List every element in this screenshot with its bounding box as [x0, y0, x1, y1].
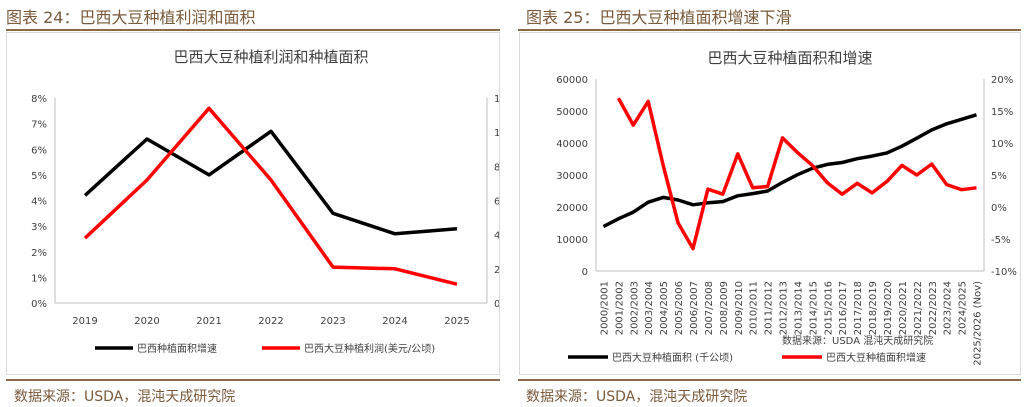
right-series-line-2 — [616, 97, 977, 251]
right-y-left-tick-label: 30000 — [556, 171, 588, 182]
left-y-left-tick-label: 3% — [31, 222, 47, 233]
left-chart-title: 巴西大豆种植利润和种植面积 — [173, 48, 368, 66]
right-series-line-1 — [602, 113, 978, 229]
left-y-right-tick-label: 600 — [494, 197, 499, 208]
right-x-tick-label: 2012/2013 — [779, 281, 790, 335]
left-y-left-tick-label: 6% — [31, 145, 47, 156]
right-y-left-tick-label: 60000 — [556, 75, 588, 86]
right-x-tick-label: 2021/2022 — [913, 281, 924, 335]
right-x-tick-label: 2011/2012 — [764, 281, 775, 335]
left-title-rule — [6, 29, 500, 31]
left-legend-label-1: 巴西种植面积增速 — [137, 342, 217, 355]
right-x-tick-label: 2013/2014 — [793, 281, 804, 335]
right-y-right-tick-label: 5% — [991, 171, 1007, 182]
right-legend-label-1: 巴西大豆种植面积 (千公顷) — [612, 351, 733, 364]
right-y-left-tick-label: 0 — [582, 267, 588, 278]
right-x-tick-label: 2000/2001 — [599, 281, 610, 335]
right-y-left-tick-label: 20000 — [556, 203, 588, 214]
right-chart-title: 巴西大豆种植面积和增速 — [707, 49, 872, 67]
right-y-right-tick-label: 15% — [991, 107, 1013, 118]
left-y-left-tick-label: 1% — [31, 273, 47, 284]
left-y-left-tick-label: 8% — [31, 94, 47, 105]
right-chart-annotation: 数据来源：USDA 混沌天成研究院 — [782, 334, 933, 347]
right-x-tick-label: 2015/2016 — [823, 281, 834, 335]
right-x-tick-label: 2002/2003 — [629, 281, 640, 335]
right-y-right-tick-label: 10% — [991, 139, 1013, 150]
left-x-tick-label: 2024 — [382, 316, 407, 327]
right-source-rule — [518, 379, 1021, 381]
left-x-tick-label: 2022 — [258, 316, 283, 327]
left-series-line-2 — [83, 106, 458, 286]
right-x-tick-label: 2005/2006 — [674, 281, 685, 335]
left-y-right-tick-label: 200 — [494, 265, 499, 276]
right-x-tick-label: 2018/2019 — [868, 281, 879, 335]
right-x-tick-label: 2024/2025 — [958, 281, 969, 335]
right-y-right-tick-label: 0% — [991, 203, 1007, 214]
left-chart-panel: 巴西大豆种植利润和种植面积 0% 1% 2% 3% 4% 5% 6% 7% 8% 0 200 400 60… — [6, 32, 519, 375]
right-source-note: 数据来源：USDA，混沌天成研究院 — [526, 389, 748, 405]
right-x-tick-label: 2007/2008 — [704, 281, 715, 335]
left-legend-label-2: 巴西大豆种植利润(美元/公顷) — [304, 342, 435, 355]
left-y-left-tick-label: 2% — [31, 248, 47, 259]
right-y-left-tick-label: 10000 — [556, 235, 588, 246]
left-y-right-tick-label: 1000 — [494, 128, 499, 139]
right-x-tick-label: 2016/2017 — [838, 281, 849, 335]
right-x-tick-label: 2008/2009 — [719, 281, 730, 335]
right-x-tick-label: 2017/2018 — [853, 281, 864, 335]
right-y-right-tick-label: -5% — [991, 235, 1010, 246]
left-chart: 巴西大豆种植利润和种植面积 0% 1% 2% 3% 4% 5% 6% 7% 8% 0 200 400 60… — [31, 48, 519, 355]
right-x-tick-label: 2006/2007 — [689, 281, 700, 335]
right-chart-panel: 巴西大豆种植面积和增速 0 10000 20000 30000 40000 50000 600… — [519, 32, 1021, 375]
left-y-left-tick-label: 0% — [31, 299, 47, 310]
left-source-note: 数据来源：USDA，混沌天成研究院 — [14, 389, 236, 405]
left-x-tick-label: 2023 — [320, 316, 345, 327]
right-y-right-tick-label: -10% — [991, 267, 1017, 278]
left-source-rule — [6, 379, 500, 381]
right-legend-label-2: 巴西大豆种植面积增速 — [826, 351, 926, 364]
left-y-left-tick-label: 7% — [31, 120, 47, 131]
right-y-right-tick-label: 20% — [991, 75, 1013, 86]
left-x-tick-label: 2020 — [134, 316, 159, 327]
left-y-left-tick-label: 4% — [31, 197, 47, 208]
left-x-tick-label: 2019 — [72, 316, 97, 327]
right-x-tick-label: 2019/2020 — [883, 281, 894, 335]
right-x-tick-label: 2009/2010 — [734, 281, 745, 335]
left-y-right-tick-label: 0 — [494, 299, 499, 310]
left-y-right-tick-label: 400 — [494, 231, 499, 242]
right-chart: 巴西大豆种植面积和增速 0 10000 20000 30000 40000 50000 600… — [556, 49, 1017, 366]
left-y-left-tick-label: 5% — [31, 171, 47, 182]
right-title-rule — [518, 29, 1021, 31]
right-x-tick-label: 2014/2015 — [808, 281, 819, 335]
left-series-line-1 — [83, 129, 458, 236]
left-x-tick-label: 2025 — [444, 316, 469, 327]
right-x-tick-label: 2025/2026 (Nov) — [973, 281, 984, 366]
right-x-tick-label: 2010/2011 — [749, 281, 760, 335]
right-y-left-tick-label: 40000 — [556, 139, 588, 150]
left-x-tick-label: 2021 — [196, 316, 221, 327]
left-figure-title: 图表 24：巴西大豆种植利润和面积 — [6, 8, 256, 27]
right-x-tick-label: 2004/2005 — [659, 281, 670, 335]
right-x-tick-label: 2001/2002 — [614, 281, 625, 335]
right-x-tick-label: 2022/2023 — [928, 281, 939, 335]
right-x-tick-label: 2020/2021 — [898, 281, 909, 335]
right-figure-title: 图表 25：巴西大豆种植面积增速下滑 — [526, 8, 792, 27]
left-y-right-tick-label: 800 — [494, 162, 499, 173]
right-x-tick-label: 2003/2004 — [644, 281, 655, 335]
right-y-left-tick-label: 50000 — [556, 107, 588, 118]
right-x-tick-label: 2023/2024 — [943, 281, 954, 335]
